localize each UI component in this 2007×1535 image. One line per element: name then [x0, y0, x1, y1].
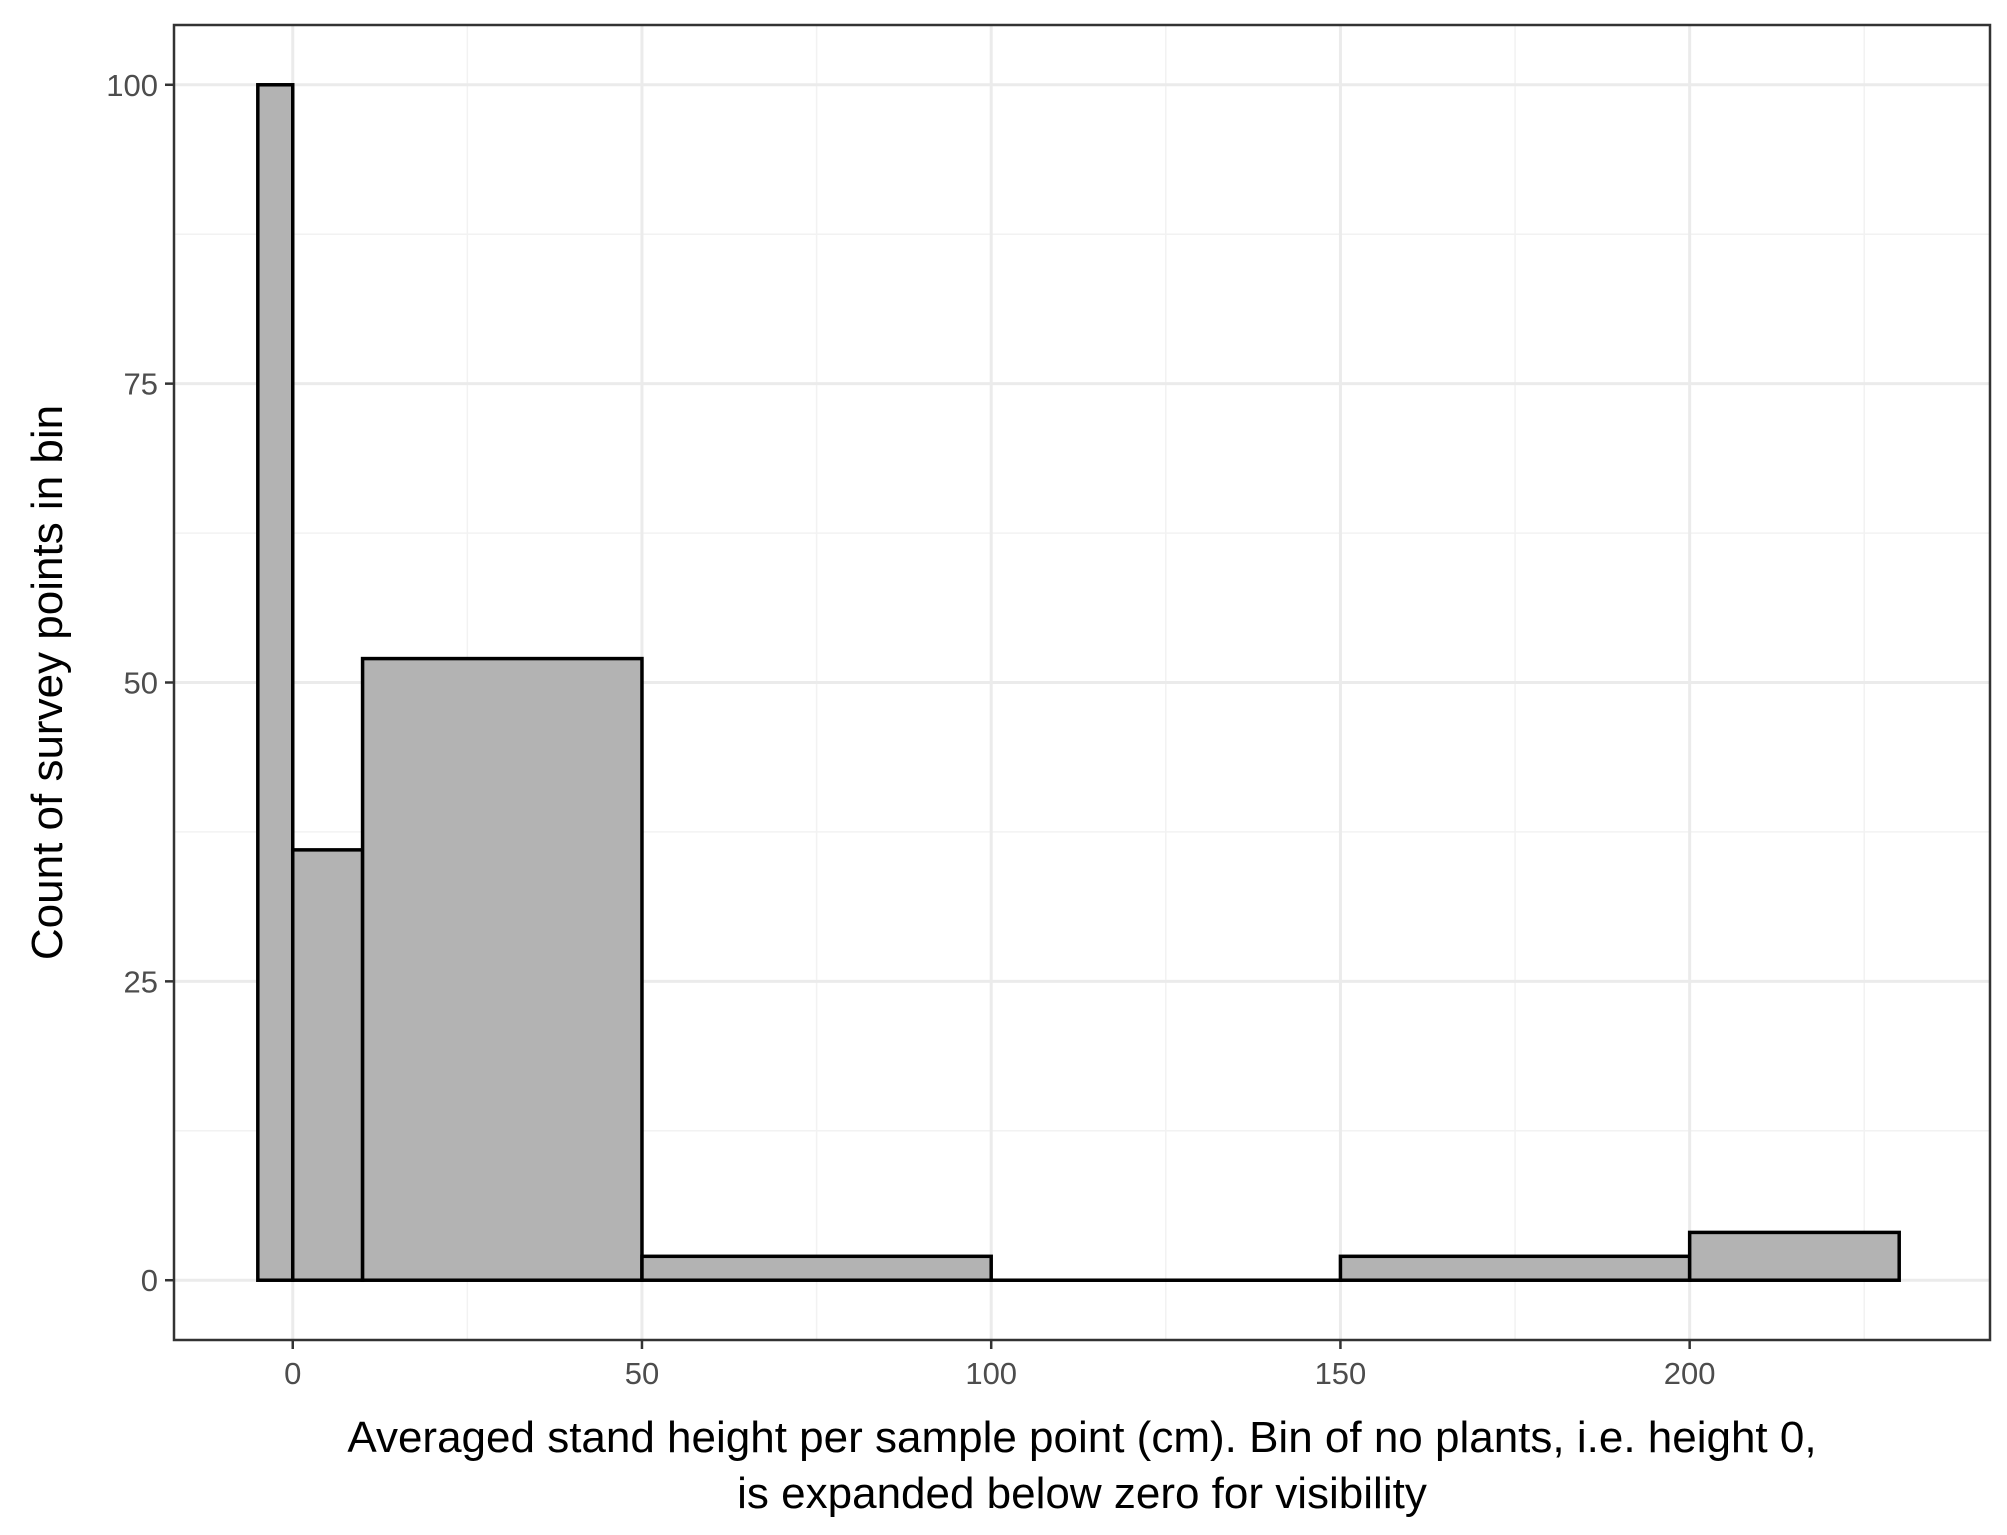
y-axis-title: Count of survey points in bin [23, 405, 72, 960]
histogram-bar [256, 83, 295, 1282]
x-axis-title-line-2: is expanded below zero for visibility [737, 1469, 1427, 1518]
x-axis-ticks: 0 50 100 150 200 [284, 1340, 1716, 1391]
x-tick-label: 100 [965, 1356, 1017, 1391]
histogram-bar [640, 1254, 993, 1282]
x-tick-label: 150 [1315, 1356, 1367, 1391]
x-axis-title-line-1: Averaged stand height per sample point (… [347, 1413, 1816, 1462]
histogram-bar [1687, 1230, 1901, 1282]
y-axis-ticks: 0 25 50 75 100 [106, 68, 174, 1298]
histogram-bars [256, 83, 1901, 1282]
y-tick-label: 25 [124, 964, 158, 999]
y-tick-label: 50 [124, 666, 158, 701]
y-tick-label: 0 [141, 1263, 158, 1298]
x-tick-label: 0 [284, 1356, 301, 1391]
x-tick-label: 200 [1664, 1356, 1716, 1391]
histogram-bar [360, 656, 644, 1282]
y-tick-label: 100 [106, 68, 158, 103]
y-tick-label: 75 [124, 367, 158, 402]
histogram-bar [290, 848, 365, 1282]
histogram-bar [1338, 1254, 1692, 1282]
x-tick-label: 50 [625, 1356, 659, 1391]
